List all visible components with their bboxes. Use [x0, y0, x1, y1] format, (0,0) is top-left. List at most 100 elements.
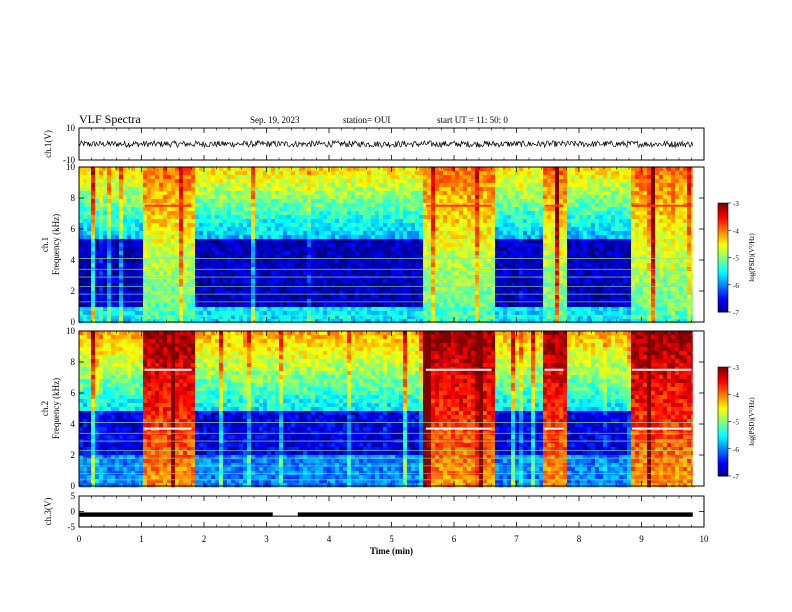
- spectrogram-cell: [91, 259, 96, 264]
- spectrogram-cell: [263, 247, 268, 252]
- spectrogram-cell: [295, 235, 300, 240]
- spectrogram-cell: [143, 259, 148, 264]
- spectrogram-cell: [263, 227, 268, 232]
- spectrogram-cell: [263, 291, 268, 296]
- spectrogram-cell: [255, 255, 260, 260]
- spectrogram-cell: [311, 263, 316, 268]
- spectrogram-cell: [147, 227, 152, 232]
- spectrogram-cell: [99, 227, 104, 232]
- spectrogram-cell: [423, 263, 428, 268]
- spectrogram-cell: [407, 287, 412, 292]
- spectrogram-cell: [503, 299, 508, 304]
- spectrogram-cell: [447, 279, 452, 284]
- spectrogram-cell: [235, 311, 240, 316]
- spectrogram-cell: [571, 203, 576, 208]
- spectrogram-cell: [255, 307, 260, 312]
- spectrogram-cell: [447, 235, 452, 240]
- spectrogram-cell: [83, 243, 88, 248]
- spectrogram-cell: [291, 247, 296, 252]
- spectrogram-cell: [259, 239, 264, 244]
- spectrogram-cell: [231, 227, 236, 232]
- spectrogram-cell: [203, 251, 208, 256]
- spectrogram-cell: [443, 191, 448, 196]
- spectrogram-cell: [323, 219, 328, 224]
- spectrogram-cell: [251, 307, 256, 312]
- spectrogram-cell: [391, 239, 396, 244]
- spectrogram-cell: [283, 171, 288, 176]
- spectrogram-cell: [243, 295, 248, 300]
- spectrogram-cell: [315, 239, 320, 244]
- spectrogram-cell: [559, 311, 564, 316]
- spectrogram-cell: [547, 291, 552, 296]
- spectrogram-cell: [531, 223, 536, 228]
- spectrogram-cell: [267, 271, 272, 276]
- spectrogram-cell: [379, 171, 384, 176]
- spectrogram-cell: [471, 271, 476, 276]
- spectrogram-cell: [79, 307, 84, 312]
- spectrogram-cell: [271, 183, 276, 188]
- spectrogram-cell: [571, 227, 576, 232]
- spectrogram-cell: [135, 307, 140, 312]
- spectrogram-cell: [115, 251, 120, 256]
- spectrogram-cell: [187, 247, 192, 252]
- spectrogram-cell: [211, 175, 216, 180]
- spectrogram-cell: [419, 295, 424, 300]
- spectrogram-cell: [563, 227, 568, 232]
- spectrogram-cell: [263, 299, 268, 304]
- spectrogram-cell: [571, 223, 576, 228]
- spectrogram-cell: [411, 263, 416, 268]
- spectrogram-cell: [415, 187, 420, 192]
- spectrogram-cell: [531, 295, 536, 300]
- spectrogram-cell: [419, 239, 424, 244]
- spectrogram-cell: [291, 255, 296, 260]
- spectrogram-cell: [535, 255, 540, 260]
- spectrogram-cell: [527, 187, 532, 192]
- spectrogram-cell: [575, 243, 580, 248]
- spectrogram-cell: [307, 319, 312, 324]
- spectrogram-cell: [203, 195, 208, 200]
- spectrogram-cell: [135, 299, 140, 304]
- spectrogram-cell: [191, 243, 196, 248]
- spectrogram-cell: [195, 283, 200, 288]
- spectrogram-cell: [395, 179, 400, 184]
- spectrogram-cell: [183, 311, 188, 316]
- spectrogram-cell: [207, 227, 212, 232]
- spectrogram-cell: [475, 199, 480, 204]
- spectrogram-cell: [431, 183, 436, 188]
- spectrogram-cell: [351, 279, 356, 284]
- spectrogram-cell: [171, 223, 176, 228]
- spectrogram-cell: [327, 203, 332, 208]
- spectrogram-cell: [543, 191, 548, 196]
- spectrogram-cell: [287, 215, 292, 220]
- spectrogram-cell: [199, 211, 204, 216]
- spectrogram-cell: [435, 291, 440, 296]
- spectrogram-cell: [315, 195, 320, 200]
- spectrogram-cell: [343, 187, 348, 192]
- spectrogram-cell: [355, 211, 360, 216]
- spectrogram-cell: [511, 179, 516, 184]
- spectrogram-cell: [427, 195, 432, 200]
- spectrogram-cell: [207, 283, 212, 288]
- spectrogram-cell: [523, 295, 528, 300]
- spectrogram-cell: [551, 307, 556, 312]
- spectrogram-cell: [359, 223, 364, 228]
- spectrogram-cell: [227, 187, 232, 192]
- spectrogram-cell: [319, 315, 324, 320]
- spectrogram-cell: [151, 247, 156, 252]
- spectrogram-cell: [231, 183, 236, 188]
- spectrogram-cell: [515, 191, 520, 196]
- spectrogram-cell: [455, 255, 460, 260]
- spectrogram-cell: [155, 219, 160, 224]
- spectrogram-cell: [167, 235, 172, 240]
- spectrogram-cell: [95, 195, 100, 200]
- spectrogram-cell: [155, 179, 160, 184]
- spectrogram-cell: [195, 215, 200, 220]
- spectrogram-cell: [571, 271, 576, 276]
- spectrogram-cell: [431, 271, 436, 276]
- spectrogram-cell: [83, 239, 88, 244]
- spectrogram-cell: [83, 315, 88, 320]
- spectrogram-cell: [179, 283, 184, 288]
- spectrogram-cell: [299, 307, 304, 312]
- spectrogram-cell: [527, 271, 532, 276]
- spectrogram-cell: [223, 187, 228, 192]
